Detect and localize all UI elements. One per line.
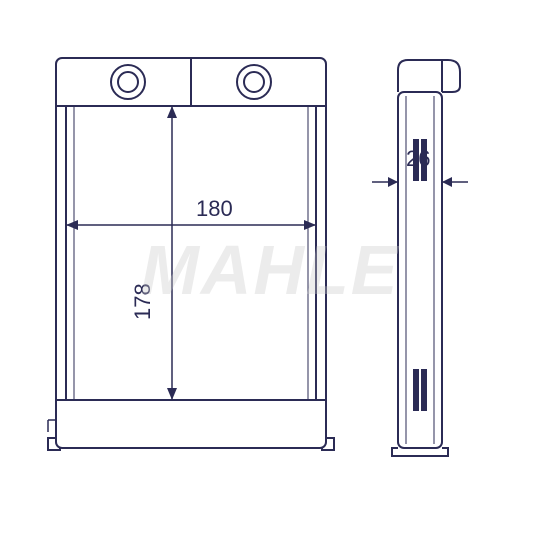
dimension-height	[167, 106, 177, 400]
drawing-svg	[0, 0, 540, 540]
depth-label: 26	[406, 146, 430, 172]
side-view	[392, 60, 460, 456]
technical-drawing: 180 178 26 MAHLE	[0, 0, 540, 540]
front-view	[48, 58, 334, 450]
dimension-width	[66, 220, 316, 230]
width-label: 180	[196, 196, 233, 222]
height-label: 178	[130, 283, 156, 320]
dimension-depth	[372, 168, 468, 196]
